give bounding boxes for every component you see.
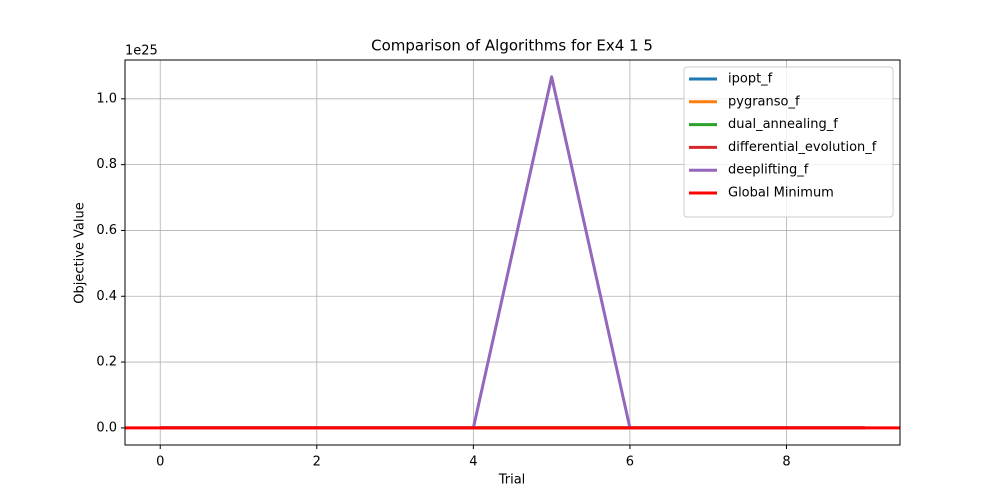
x-tick-label: 0: [156, 455, 164, 470]
x-tick-label: 6: [626, 455, 634, 470]
y-tick-label: 0.6: [96, 223, 117, 238]
legend-box: [683, 66, 894, 218]
x-axis-label: Trial: [498, 473, 526, 488]
legend-label: deeplifting_f: [728, 163, 809, 178]
legend-label: ipopt_f: [728, 72, 773, 87]
y-tick-label: 0.8: [96, 157, 117, 172]
legend: ipopt_f pygranso_f dual_annealing_fdiffere…: [683, 66, 894, 218]
legend-label: dual_annealing_f: [728, 117, 838, 132]
x-tick-label: 4: [469, 455, 477, 470]
legend-label: differential_evolution_f: [728, 140, 877, 155]
x-tick-label: 2: [313, 455, 321, 470]
y-axis-label: Objective Value: [73, 202, 88, 303]
legend-label: pygranso_f: [728, 94, 800, 109]
x-tick-label: 8: [782, 455, 790, 470]
chart-title: Comparison of Algorithms for Ex4 1 5: [371, 37, 653, 55]
legend-label: Global Minimum: [728, 186, 834, 201]
y-tick-label: 0.2: [96, 355, 117, 370]
y-tick-label: 0.4: [96, 289, 117, 304]
plot-frame: [124, 59, 901, 446]
y-offset-label: 1e25: [125, 44, 158, 59]
y-tick-label: 1.0: [96, 91, 117, 106]
y-tick-label: 0.0: [96, 420, 117, 435]
